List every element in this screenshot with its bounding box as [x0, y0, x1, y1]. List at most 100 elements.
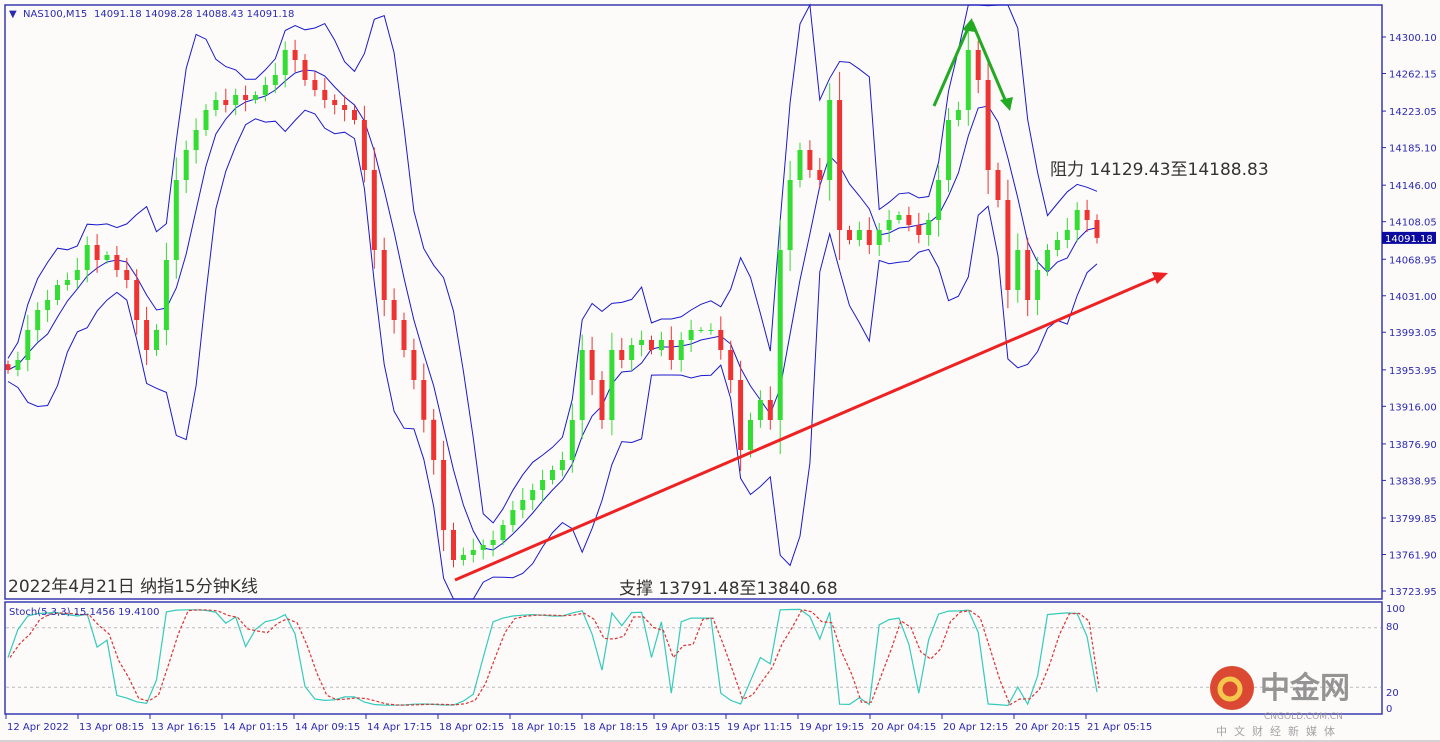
candle-body	[411, 349, 417, 380]
candle-body	[322, 89, 328, 100]
candle-body	[926, 219, 932, 235]
x-tick-label: 18 Apr 10:15	[511, 722, 576, 733]
candle-body	[1045, 249, 1050, 270]
y-tick-label: 14068.95	[1389, 255, 1437, 266]
candle-body	[490, 539, 496, 545]
bollinger-middle	[7, 69, 1098, 551]
current-price-label: 14091.18	[1385, 234, 1433, 245]
chart-title-annotation: 2022年4月21日 纳指15分钟K线	[8, 577, 258, 597]
candle-body	[916, 224, 922, 235]
candle-body	[272, 74, 278, 85]
candle-body	[985, 79, 991, 170]
candle-body	[886, 219, 892, 230]
stoch-level-100: 100	[1386, 604, 1405, 615]
candle-body	[757, 399, 763, 420]
candle-body	[946, 119, 951, 180]
candle-body	[866, 229, 872, 245]
x-tick-label: 14 Apr 09:15	[295, 722, 360, 733]
candle-body	[708, 329, 714, 331]
candle-body	[500, 524, 506, 540]
y-tick-label: 13993.05	[1389, 328, 1437, 339]
candle-body	[1054, 239, 1060, 250]
candle-body	[748, 419, 753, 450]
y-tick-label: 13916.00	[1389, 402, 1437, 413]
x-tick-label: 19 Apr 11:15	[727, 722, 792, 733]
candle-body	[1015, 249, 1021, 290]
candle-body	[193, 129, 199, 150]
candle-body	[262, 84, 268, 95]
bollinger-upper	[7, 3, 1098, 524]
y-tick-label: 13723.95	[1389, 587, 1437, 598]
main-panel	[4, 4, 1383, 600]
candle-body	[738, 379, 744, 450]
candle-body	[332, 99, 338, 105]
support-trendline	[454, 275, 1159, 582]
x-tick-label: 20 Apr 20:15	[1015, 722, 1080, 733]
x-tick-label: 18 Apr 18:15	[583, 722, 648, 733]
x-tick-label: 12 Apr 2022	[7, 722, 69, 733]
candle-body	[371, 169, 377, 250]
watermark-brand: 中金网	[1260, 671, 1350, 706]
watermark-domain: CNGOLD.COM.CN	[1264, 712, 1343, 722]
candle-body	[718, 329, 724, 350]
candle-body	[243, 94, 249, 100]
candle-body	[391, 299, 397, 320]
stoch-level-0: 0	[1386, 704, 1392, 715]
candle-body	[94, 244, 100, 260]
candle-body	[599, 379, 605, 420]
candle-body	[876, 229, 882, 245]
candle-body	[45, 299, 51, 310]
candle-body	[668, 339, 674, 360]
candle-body	[144, 319, 150, 350]
x-tick-label: 19 Apr 03:15	[655, 722, 720, 733]
candle-body	[827, 99, 833, 180]
candle-body	[589, 349, 595, 380]
candle-body	[965, 49, 971, 110]
candle-body	[381, 249, 387, 300]
current-price-marker	[1382, 231, 1436, 244]
stoch-signal-line	[9, 608, 1100, 706]
candle-body	[767, 399, 773, 420]
candle-body	[421, 379, 427, 420]
candle-body	[955, 109, 961, 120]
stoch-level-20: 20	[1386, 688, 1399, 699]
candle-body	[183, 149, 189, 180]
candle-body	[550, 469, 555, 480]
cngold-watermark: 中金网 CNGOLD.COM.CN 中文财经新媒体	[1210, 666, 1350, 738]
rise-arrow-icon	[962, 18, 975, 32]
candle-body	[728, 349, 734, 380]
candle-body	[530, 489, 536, 500]
candle-body	[15, 359, 21, 370]
candle-body	[807, 149, 813, 170]
candle-body	[510, 509, 516, 525]
candle-body	[649, 339, 654, 350]
y-tick-label: 14262.15	[1389, 69, 1437, 80]
candle-body	[361, 119, 367, 170]
candle-body	[837, 99, 843, 230]
candle-body	[856, 229, 862, 240]
stoch-label: Stoch(5,3,3) 15.1456 19.4100	[9, 607, 160, 618]
watermark-tagline: 中文财经新媒体	[1216, 724, 1342, 738]
x-tick-label: 20 Apr 04:15	[871, 722, 936, 733]
stoch-panel	[4, 601, 1383, 715]
candle-body	[1094, 219, 1100, 238]
candle-body	[688, 329, 694, 340]
candle-body	[213, 99, 219, 110]
candle-body	[896, 214, 902, 220]
candle-body	[302, 59, 308, 80]
x-tick-label: 13 Apr 16:15	[151, 722, 216, 733]
collapse-triangle-icon[interactable]: ▼	[9, 9, 17, 20]
candle-body	[312, 79, 318, 90]
candle-body	[401, 319, 407, 350]
x-tick-label: 18 Apr 02:15	[439, 722, 504, 733]
resistance-annotation: 阻力 14129.43至14188.83	[1050, 160, 1269, 180]
candle-body	[154, 329, 159, 350]
y-tick-label: 13876.90	[1389, 440, 1437, 451]
candle-body	[1064, 229, 1070, 240]
cngold-logo-icon	[1210, 666, 1254, 710]
candle-body	[629, 344, 635, 360]
candle-body	[253, 94, 258, 100]
fall-trendline	[970, 21, 1008, 103]
candle-body	[1074, 209, 1080, 230]
